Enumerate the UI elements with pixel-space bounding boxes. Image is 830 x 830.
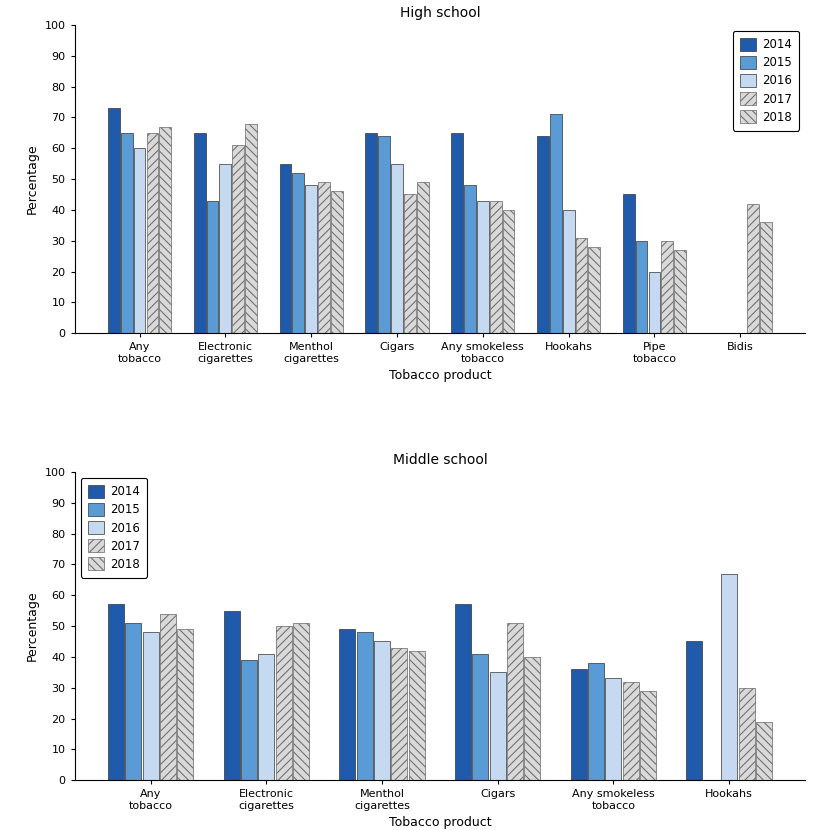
Bar <box>537 136 549 333</box>
Bar <box>503 210 515 333</box>
Bar <box>662 241 673 333</box>
Bar <box>241 660 257 780</box>
Bar <box>223 611 240 780</box>
Bar <box>686 642 702 780</box>
Bar <box>417 182 428 333</box>
Bar <box>563 210 574 333</box>
Bar <box>455 604 471 780</box>
Bar <box>507 623 523 780</box>
Bar <box>571 669 587 780</box>
Bar <box>374 642 390 780</box>
Bar <box>245 124 257 333</box>
Title: Middle school: Middle school <box>393 452 487 466</box>
Bar <box>622 681 639 780</box>
Bar <box>125 623 141 780</box>
Title: High school: High school <box>399 6 481 20</box>
X-axis label: Tobacco product: Tobacco product <box>388 369 491 383</box>
Bar <box>378 136 390 333</box>
Bar <box>606 678 622 780</box>
Y-axis label: Percentage: Percentage <box>26 144 39 214</box>
Bar <box>178 629 193 780</box>
Bar <box>159 127 171 333</box>
Bar <box>674 250 686 333</box>
Bar <box>588 247 600 333</box>
Bar <box>575 237 588 333</box>
Bar <box>648 271 661 333</box>
Bar <box>392 647 408 780</box>
Bar <box>134 149 145 333</box>
Bar <box>391 164 403 333</box>
Bar <box>193 133 206 333</box>
Bar <box>143 632 159 780</box>
Bar <box>756 721 772 780</box>
Bar <box>721 574 737 780</box>
Bar <box>490 672 505 780</box>
Bar <box>339 629 355 780</box>
Bar <box>747 203 759 333</box>
Bar <box>452 133 463 333</box>
Bar <box>490 201 501 333</box>
Bar <box>318 182 330 333</box>
Bar <box>207 201 218 333</box>
Bar <box>739 688 754 780</box>
Bar <box>276 626 291 780</box>
Bar <box>525 657 540 780</box>
Bar <box>232 145 244 333</box>
Bar <box>293 623 309 780</box>
Bar <box>472 654 488 780</box>
Bar <box>477 201 489 333</box>
Bar <box>549 115 562 333</box>
Bar <box>219 164 232 333</box>
Y-axis label: Percentage: Percentage <box>26 591 39 662</box>
Bar <box>331 192 343 333</box>
Bar <box>365 133 377 333</box>
X-axis label: Tobacco product: Tobacco product <box>388 817 491 829</box>
Bar <box>258 654 274 780</box>
Bar <box>305 185 317 333</box>
Bar <box>408 651 425 780</box>
Bar <box>160 613 176 780</box>
Bar <box>640 691 657 780</box>
Bar <box>357 632 373 780</box>
Bar <box>404 194 416 333</box>
Bar <box>280 164 291 333</box>
Bar <box>108 108 120 333</box>
Legend: 2014, 2015, 2016, 2017, 2018: 2014, 2015, 2016, 2017, 2018 <box>81 478 147 578</box>
Bar <box>464 185 476 333</box>
Bar <box>622 194 635 333</box>
Bar <box>760 222 772 333</box>
Legend: 2014, 2015, 2016, 2017, 2018: 2014, 2015, 2016, 2017, 2018 <box>733 31 799 131</box>
Bar <box>147 133 159 333</box>
Bar <box>292 173 305 333</box>
Bar <box>636 241 647 333</box>
Bar <box>121 133 133 333</box>
Bar <box>108 604 124 780</box>
Bar <box>588 663 604 780</box>
